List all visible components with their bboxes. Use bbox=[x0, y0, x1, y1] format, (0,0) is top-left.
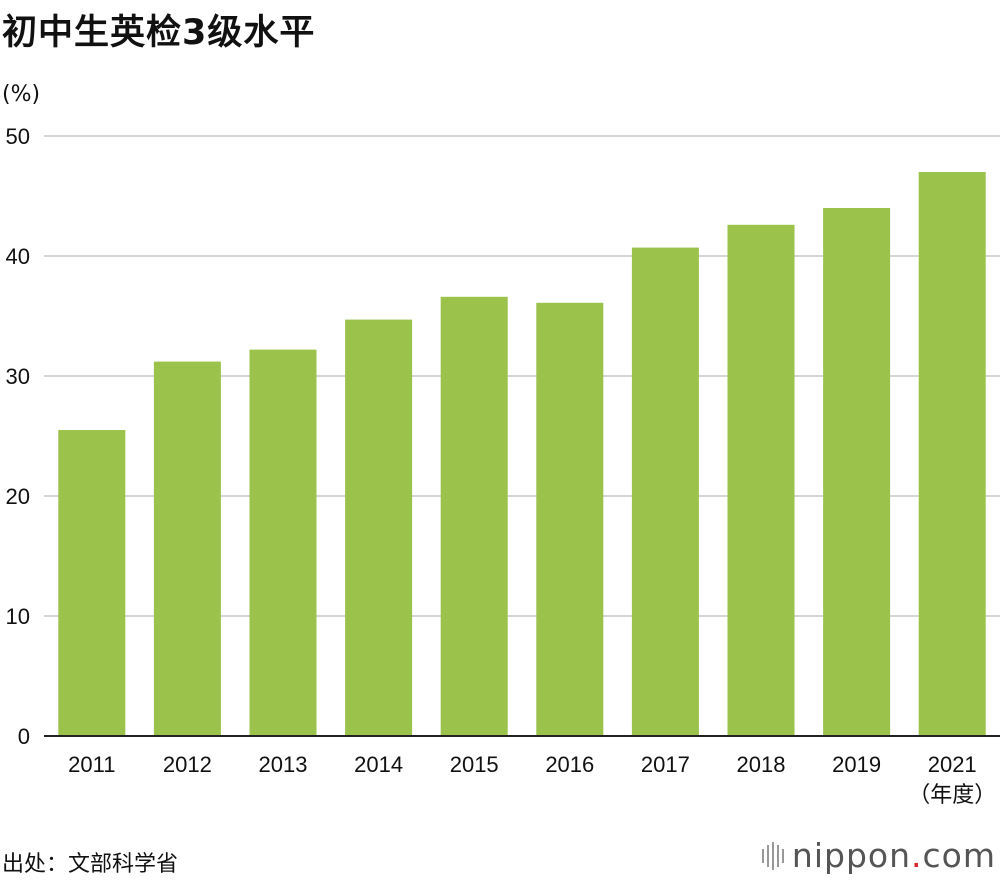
x-tick-label: 2018 bbox=[737, 752, 786, 777]
y-tick-label: 30 bbox=[6, 364, 30, 389]
x-tick-label: 2019 bbox=[832, 752, 881, 777]
bar bbox=[536, 302, 604, 736]
y-axis-unit: (%) bbox=[2, 82, 41, 107]
y-tick-label: 50 bbox=[6, 124, 30, 149]
source-note: 出处：文部科学省 bbox=[2, 852, 179, 877]
nippon-logo: nippon.com bbox=[761, 836, 996, 875]
y-tick-label: 10 bbox=[6, 604, 30, 629]
x-tick-label: 2013 bbox=[259, 752, 308, 777]
x-axis-unit-label: （年度） bbox=[908, 782, 996, 807]
logo-bars-icon bbox=[761, 841, 784, 870]
bar bbox=[823, 208, 891, 736]
bar bbox=[727, 224, 795, 737]
x-tick-label: 2015 bbox=[450, 752, 499, 777]
bar bbox=[345, 319, 413, 736]
y-axis-ticks: 0 10 20 30 40 50 bbox=[6, 124, 30, 749]
bar bbox=[440, 296, 508, 736]
x-tick-label: 2021 bbox=[928, 752, 977, 777]
y-tick-label: 0 bbox=[18, 724, 30, 749]
bar-chart: 0 10 20 30 40 50 2011 2012 2013 2014 2015 2016 2017… bbox=[6, 124, 1000, 807]
x-tick-label: 2017 bbox=[641, 752, 690, 777]
bar bbox=[153, 361, 221, 736]
bars bbox=[58, 172, 986, 737]
chart-title: 初中生英检3级水平 bbox=[2, 13, 316, 53]
bar bbox=[249, 349, 317, 736]
logo-text: nippon.com bbox=[791, 836, 996, 875]
x-axis-ticks: 2011 2012 2013 2014 2015 2016 2017 2018 2019 2021… bbox=[68, 752, 996, 807]
bar bbox=[631, 247, 699, 736]
bar bbox=[58, 430, 126, 736]
y-tick-label: 40 bbox=[6, 244, 30, 269]
y-tick-label: 20 bbox=[6, 484, 30, 509]
x-tick-label: 2016 bbox=[545, 752, 594, 777]
x-tick-label: 2012 bbox=[163, 752, 212, 777]
bar bbox=[918, 172, 986, 736]
x-tick-label: 2011 bbox=[68, 752, 115, 777]
x-tick-label: 2014 bbox=[354, 752, 403, 777]
